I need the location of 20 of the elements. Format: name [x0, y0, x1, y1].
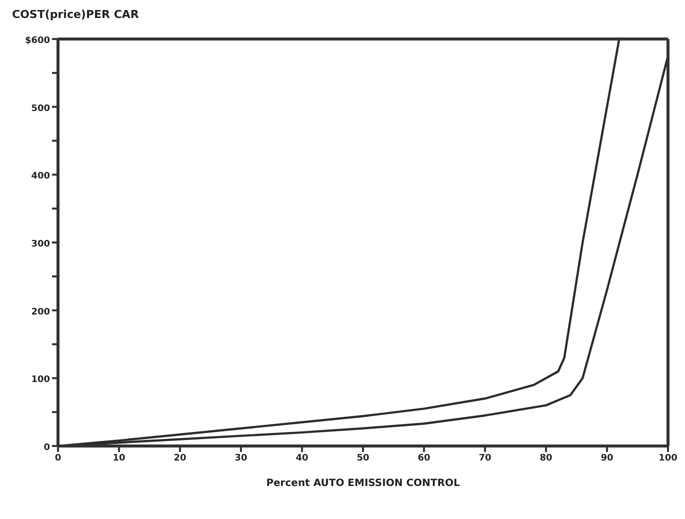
x-axis-title: Percent AUTO EMISSION CONTROL — [266, 478, 460, 489]
y-tick-label: 200 — [31, 307, 50, 318]
x-tick-label: 40 — [296, 453, 308, 464]
x-tick-label: 70 — [478, 453, 492, 464]
y-tick-label: $600 — [24, 36, 50, 46]
chart-title: COST(price)PER CAR — [11, 8, 140, 23]
y-tick-label: 300 — [31, 240, 50, 250]
x-tick-label: 0 — [54, 453, 62, 464]
x-tick-label: 20 — [174, 453, 186, 464]
y-tick-label: 100 — [31, 375, 50, 386]
x-tick-label: 80 — [540, 453, 552, 464]
x-tick-label: 90 — [600, 453, 614, 464]
y-tick-label: 0 — [44, 443, 50, 453]
x-tick-label: 100 — [658, 453, 678, 464]
x-tick-label: 10 — [112, 453, 126, 464]
x-tick-label: 50 — [356, 453, 370, 464]
y-tick-label: 500 — [31, 104, 50, 114]
x-tick-label: 60 — [418, 453, 430, 464]
x-tick-label: 30 — [234, 453, 248, 464]
y-tick-label: 400 — [31, 172, 50, 182]
